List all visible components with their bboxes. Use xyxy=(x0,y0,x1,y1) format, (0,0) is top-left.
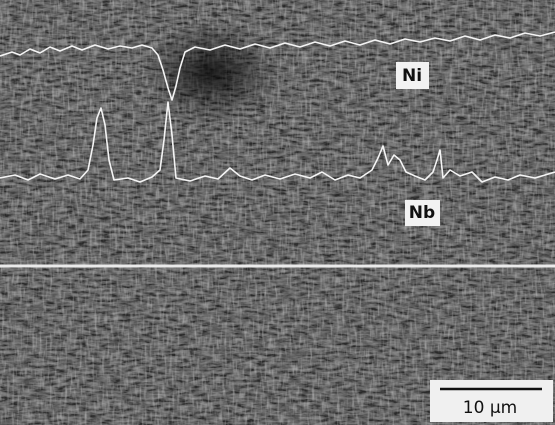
page: Ni Nb 10 µm (() => { const data = JSON.p… xyxy=(0,0,555,425)
ni-label: Ni xyxy=(402,66,422,86)
micrograph: Ni Nb 10 µm xyxy=(0,0,555,425)
scale-label: 10 µm xyxy=(463,398,517,418)
dark-region xyxy=(0,0,555,425)
nb-label: Nb xyxy=(409,203,435,223)
